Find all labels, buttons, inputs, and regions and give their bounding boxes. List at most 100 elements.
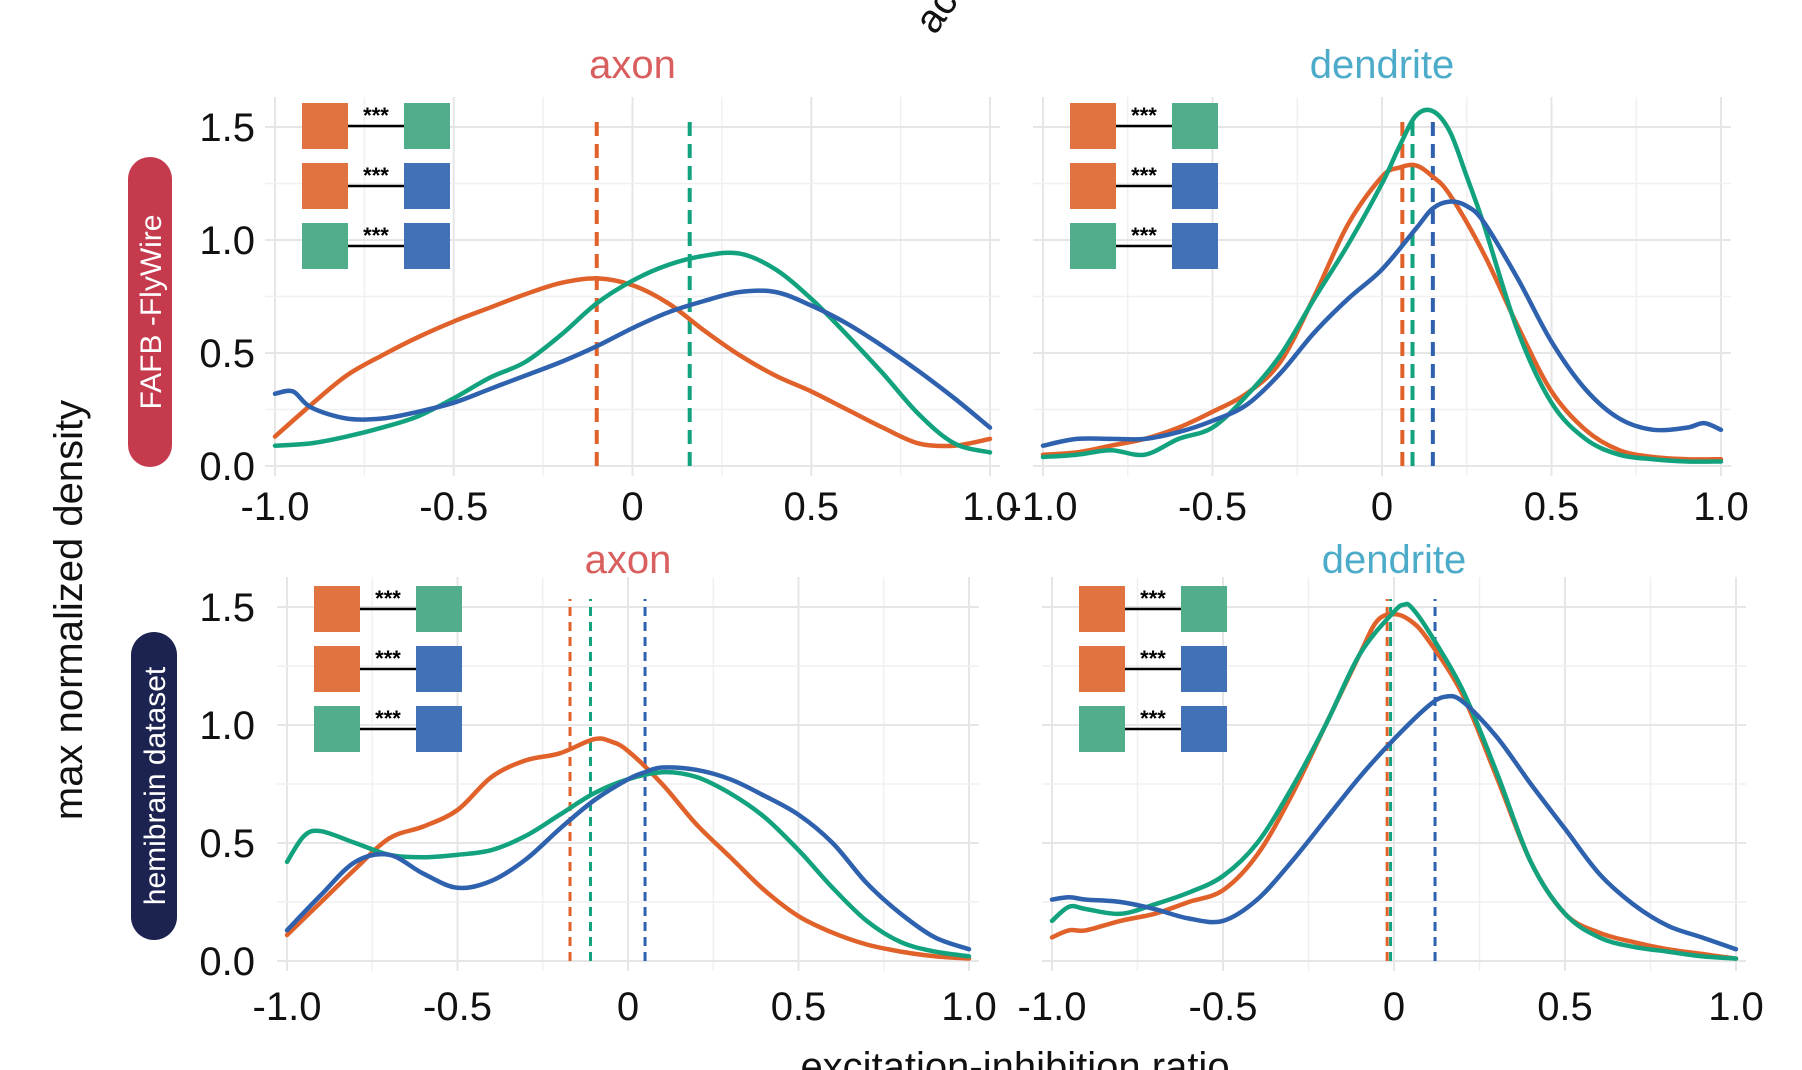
significance-row: *** (302, 223, 450, 269)
y-tick-label: 0.0 (199, 445, 255, 489)
row-label-flywire-text: FAFB -FlyWire (135, 215, 168, 410)
x-tick-label: -0.5 (1189, 985, 1258, 1029)
significance-row: *** (1079, 706, 1227, 752)
x-tick-label: 0.5 (783, 485, 839, 529)
sig-box-blue (1172, 223, 1218, 269)
y-tick-label: 1.5 (199, 586, 255, 630)
density-curve-blue (1049, 693, 1739, 952)
x-tick-label: 0 (1371, 485, 1393, 529)
significance-row: *** (1079, 646, 1227, 692)
x-tick-label: -0.5 (1178, 485, 1247, 529)
sig-stars: *** (363, 223, 389, 248)
x-tick-label: 0.5 (1524, 485, 1580, 529)
x-tick-label: 1.0 (962, 485, 1018, 529)
x-axis-label: excitation-inhibition ratio (800, 1045, 1229, 1070)
sig-box-blue (416, 646, 462, 692)
panel-title: dendrite (1322, 538, 1467, 582)
sig-box-blue (404, 163, 450, 209)
row-label-flywire: FAFB -FlyWire (128, 157, 172, 467)
x-tick-label: 1.0 (1693, 485, 1749, 529)
y-tick-label: 1.0 (199, 704, 255, 748)
significance-row: *** (302, 103, 450, 149)
sig-stars: *** (1140, 706, 1166, 731)
density-curve-orange (1049, 611, 1739, 961)
density-curve-blue (1040, 199, 1724, 448)
y-tick-label: 0.5 (199, 822, 255, 866)
significance-row: *** (1070, 163, 1218, 209)
sig-box-blue (1181, 646, 1227, 692)
x-tick-label: 0.5 (1537, 985, 1593, 1029)
sig-box-green (416, 586, 462, 632)
density-curve-green (1049, 601, 1739, 961)
panel-title: axon (585, 538, 672, 582)
significance-row: *** (314, 706, 462, 752)
x-tick-label: -1.0 (1009, 485, 1078, 529)
clipped-top-label: ac (906, 0, 966, 41)
x-tick-label: 0.5 (771, 985, 827, 1029)
y-tick-label: 0.0 (199, 940, 255, 984)
sig-box-orange (1070, 103, 1116, 149)
density-curve-blue (284, 765, 972, 952)
density-curve-orange (284, 736, 972, 961)
sig-box-green (1079, 706, 1125, 752)
significance-row: *** (1070, 103, 1218, 149)
y-tick-label: 1.0 (199, 219, 255, 263)
sig-stars: *** (1131, 103, 1157, 128)
density-curve-orange (272, 276, 993, 449)
x-tick-label: 1.0 (1708, 985, 1764, 1029)
sig-stars: *** (1140, 586, 1166, 611)
panel-2: dendrite -1.0 -0.5 0 0.5 1.0 *** *** *** (1009, 43, 1749, 529)
panel-title: dendrite (1310, 43, 1455, 87)
sig-box-green (404, 103, 450, 149)
sig-box-green (1070, 223, 1116, 269)
sig-box-blue (404, 223, 450, 269)
sig-box-green (1181, 586, 1227, 632)
sig-box-green (314, 706, 360, 752)
panel-3: axon -1.0 -0.5 0 0.5 1.0 0.0 0.5 1.0 1.5 *** *** *** (199, 538, 996, 1029)
sig-stars: *** (363, 163, 389, 188)
significance-row: *** (314, 646, 462, 692)
grid (277, 577, 979, 971)
density-curve-orange (1040, 162, 1724, 462)
x-tick-label: -1.0 (1018, 985, 1087, 1029)
row-label-hemibrain: hemibrain dataset (131, 632, 177, 940)
sig-stars: *** (1131, 223, 1157, 248)
sig-stars: *** (1131, 163, 1157, 188)
density-curve-green (1040, 107, 1724, 464)
sig-stars: *** (1140, 646, 1166, 671)
density-curve-blue (272, 288, 993, 430)
sig-box-orange (314, 586, 360, 632)
y-tick-label: 0.5 (199, 332, 255, 376)
significance-row: *** (314, 586, 462, 632)
row-label-hemibrain-text: hemibrain dataset (139, 666, 172, 905)
panel-title: axon (589, 43, 676, 87)
sig-box-orange (302, 163, 348, 209)
x-tick-label: 0 (617, 985, 639, 1029)
y-tick-label: 1.5 (199, 106, 255, 150)
sig-box-orange (314, 646, 360, 692)
sig-stars: *** (363, 103, 389, 128)
sig-stars: *** (375, 706, 401, 731)
grid (1033, 97, 1731, 476)
sig-box-blue (1172, 163, 1218, 209)
x-tick-label: -0.5 (423, 985, 492, 1029)
panel-4: dendrite -1.0 -0.5 0 0.5 1.0 *** *** *** (1018, 538, 1764, 1029)
sig-box-green (1172, 103, 1218, 149)
sig-box-orange (1079, 586, 1125, 632)
density-curve-green (272, 250, 993, 455)
sig-box-orange (1079, 646, 1125, 692)
significance-row: *** (302, 163, 450, 209)
density-curve-green (284, 769, 972, 959)
y-axis-label: max normalized density (47, 400, 91, 820)
significance-row: *** (1079, 586, 1227, 632)
x-tick-label: -1.0 (253, 985, 322, 1029)
grid (265, 97, 1000, 476)
x-tick-label: -1.0 (241, 485, 310, 529)
significance-row: *** (1070, 223, 1218, 269)
panel-1: axon -1.0 -0.5 0 0.5 1.0 0.0 0.5 1.0 1.5 *** *** *** (199, 43, 1017, 529)
x-tick-label: 0 (621, 485, 643, 529)
x-tick-label: -0.5 (419, 485, 488, 529)
sig-box-orange (1070, 163, 1116, 209)
sig-box-green (302, 223, 348, 269)
